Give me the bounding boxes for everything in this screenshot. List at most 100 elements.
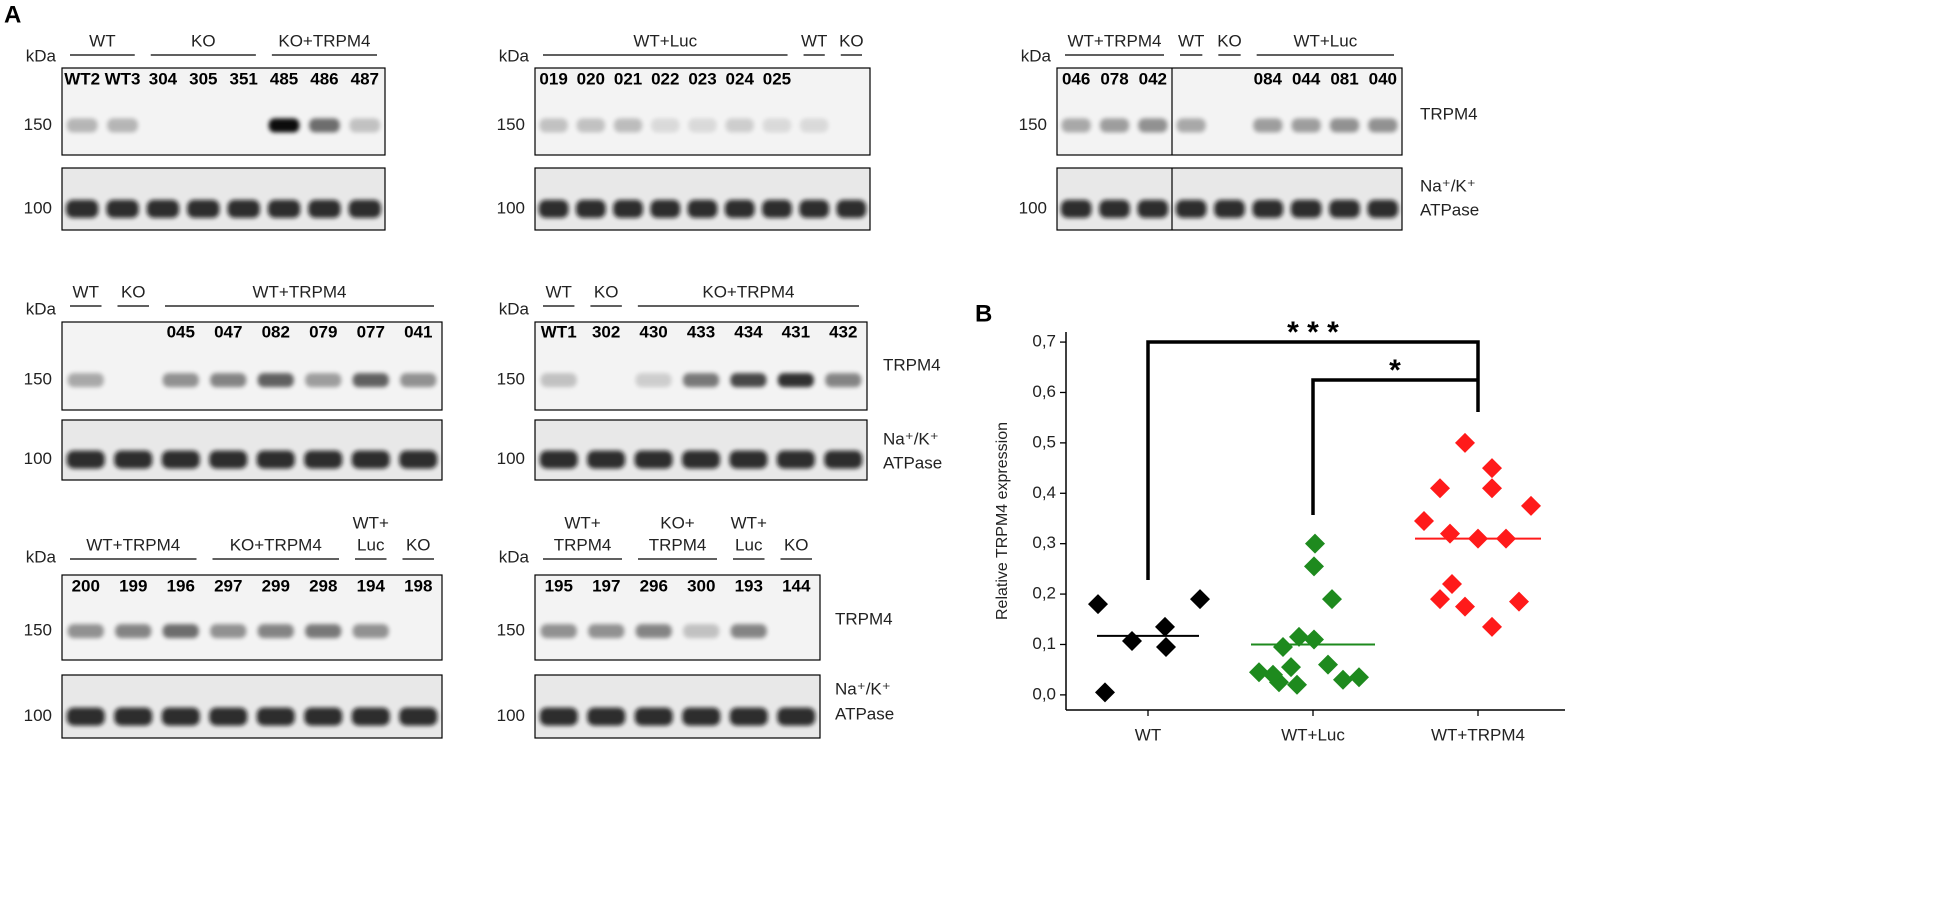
lane-label: 197 (592, 576, 620, 595)
marker-label: 150 (497, 621, 525, 640)
group-label: KO+TRPM4 (230, 535, 322, 554)
lane-label: 144 (782, 576, 811, 595)
protein-band (1061, 118, 1091, 133)
protein-band (682, 707, 721, 726)
group-label: KO (594, 282, 619, 301)
data-point (1281, 657, 1301, 678)
protein-band (540, 373, 577, 388)
side-label: Na⁺/K⁺ (883, 429, 939, 448)
lane-label: 297 (214, 576, 242, 595)
protein-band (305, 373, 342, 388)
data-point (1155, 616, 1175, 637)
protein-band (539, 118, 568, 133)
protein-band (683, 624, 720, 639)
blot-membrane (61, 574, 443, 661)
protein-band (66, 450, 105, 469)
blot-membrane (61, 674, 443, 739)
group-label: WT (545, 282, 571, 301)
lane-label: 305 (189, 69, 217, 88)
data-point (1430, 589, 1450, 610)
protein-band (613, 199, 643, 218)
protein-band (587, 707, 626, 726)
data-point (1509, 591, 1529, 612)
protein-band (267, 199, 301, 218)
protein-band (187, 199, 220, 218)
group-label: WT (1178, 31, 1204, 50)
data-point (1322, 589, 1342, 610)
marker-label: 100 (24, 706, 52, 725)
marker-label: 150 (24, 621, 52, 640)
data-point (1318, 654, 1338, 675)
protein-band (651, 118, 680, 133)
protein-band (304, 450, 343, 469)
protein-band (352, 624, 389, 639)
data-point (1521, 495, 1541, 516)
protein-band (539, 450, 578, 469)
group-label: KO (839, 31, 864, 50)
kda-label: kDa (499, 299, 530, 318)
protein-band (1214, 199, 1245, 218)
lane-label: 299 (262, 576, 290, 595)
protein-band (613, 118, 643, 133)
y-tick-label: 0,5 (1032, 432, 1056, 451)
protein-band (539, 707, 578, 726)
protein-band (1329, 118, 1360, 133)
blot-membrane (534, 167, 871, 231)
lane-label: 081 (1330, 69, 1358, 88)
protein-band (836, 199, 867, 218)
group-label: WT+ (353, 513, 389, 532)
protein-band (114, 707, 153, 726)
data-point (1249, 662, 1269, 683)
protein-band (777, 707, 816, 726)
side-label: ATPase (835, 704, 894, 723)
lane-label: 021 (614, 69, 642, 88)
x-tick-label: WT (1135, 725, 1161, 744)
blot-membrane (1056, 167, 1403, 231)
protein-band (682, 373, 720, 388)
protein-band (256, 450, 295, 469)
lane-label: 024 (726, 69, 755, 88)
protein-band (305, 624, 342, 639)
lane-label: 025 (763, 69, 791, 88)
lane-label: 432 (829, 322, 857, 341)
blot-membrane (61, 419, 443, 481)
lane-label: 193 (735, 576, 763, 595)
protein-band (725, 118, 754, 133)
protein-band (67, 624, 104, 639)
protein-band (1329, 199, 1360, 218)
data-point (1289, 626, 1309, 647)
marker-label: 100 (24, 198, 52, 217)
protein-band (1099, 118, 1130, 133)
y-tick-label: 0,0 (1032, 684, 1056, 703)
group-label: KO+ (660, 513, 695, 532)
protein-band (538, 199, 569, 218)
protein-band (209, 707, 248, 726)
lane-label: 042 (1139, 69, 1167, 88)
lane-label: 487 (351, 69, 379, 88)
data-point (1482, 616, 1502, 637)
lane-label: 199 (119, 576, 147, 595)
protein-band (257, 624, 294, 639)
data-point (1287, 674, 1307, 695)
protein-band (729, 450, 768, 469)
protein-band (575, 199, 606, 218)
protein-band (67, 373, 104, 388)
blot-membrane (61, 67, 386, 156)
protein-band (66, 707, 105, 726)
marker-label: 100 (1019, 198, 1047, 217)
protein-band (588, 624, 625, 639)
data-point (1304, 556, 1324, 577)
marker-label: 100 (24, 449, 52, 468)
data-point (1414, 511, 1434, 531)
lane-label: 300 (687, 576, 715, 595)
data-point (1095, 682, 1115, 703)
group-label: KO (406, 535, 431, 554)
group-label: WT (801, 31, 827, 50)
side-label: TRPM4 (883, 355, 941, 374)
significance-bracket (1311, 378, 1478, 515)
protein-band (1176, 118, 1206, 133)
lane-label: 195 (545, 576, 573, 595)
protein-band (825, 373, 862, 388)
blot-membrane (61, 167, 386, 231)
